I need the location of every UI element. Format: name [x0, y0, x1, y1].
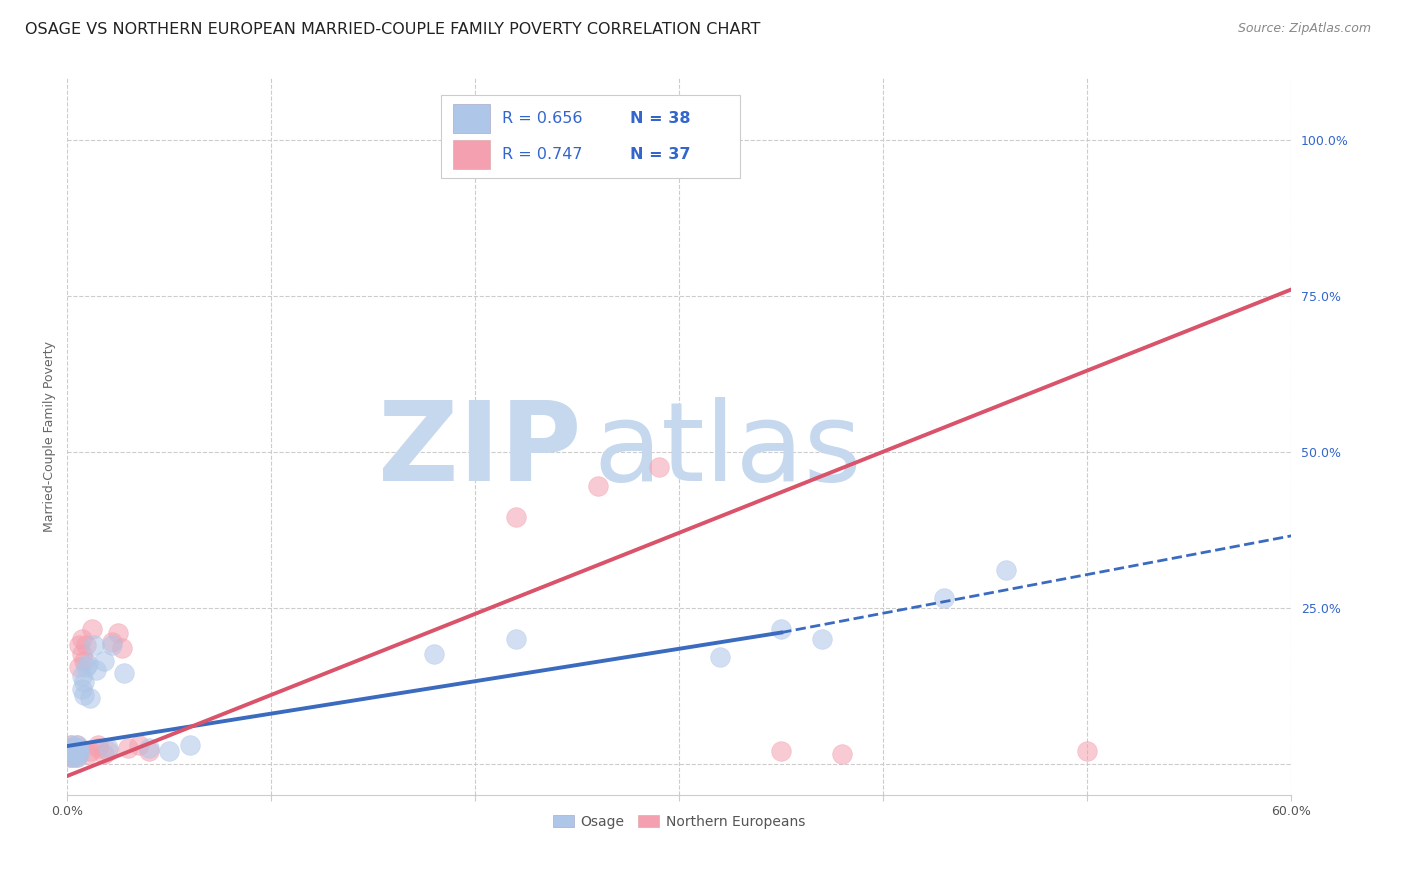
Point [70, 681, 93, 696]
Point [70, 669, 93, 683]
Point [76, 657, 98, 671]
FancyBboxPatch shape [440, 95, 741, 178]
Point [101, 638, 124, 652]
Point [138, 740, 160, 755]
Point [179, 738, 201, 752]
Point [709, 650, 731, 665]
Point [60, 750, 83, 764]
Point [65, 744, 87, 758]
Point [66, 738, 89, 752]
Point [72, 688, 94, 702]
Text: Source: ZipAtlas.com: Source: ZipAtlas.com [1237, 22, 1371, 36]
Point [60, 747, 83, 761]
Point [1076, 744, 1098, 758]
Point [80, 623, 103, 637]
Point [93, 654, 115, 668]
Point [79, 691, 101, 706]
Point [66, 744, 89, 758]
Point [69, 744, 91, 758]
Point [505, 632, 527, 646]
Text: N = 38: N = 38 [630, 111, 690, 126]
Point [58, 750, 80, 764]
Point [66, 750, 89, 764]
Point [586, 479, 609, 493]
Point [69, 660, 91, 674]
Point [62, 750, 84, 764]
Point [93, 747, 115, 761]
Point [70, 648, 93, 662]
Point [79, 744, 101, 758]
Point [62, 744, 84, 758]
Point [70, 632, 93, 646]
Point [770, 623, 793, 637]
Point [83, 638, 105, 652]
Y-axis label: Married-Couple Family Poverty: Married-Couple Family Poverty [44, 341, 56, 532]
Point [66, 750, 89, 764]
Point [62, 740, 84, 755]
Point [60, 738, 83, 752]
Point [69, 638, 91, 652]
Point [648, 460, 671, 475]
Point [69, 740, 91, 755]
Point [994, 563, 1017, 577]
Bar [453, 104, 489, 133]
Point [101, 635, 124, 649]
Point [423, 648, 446, 662]
Text: OSAGE VS NORTHERN EUROPEAN MARRIED-COUPLE FAMILY POVERTY CORRELATION CHART: OSAGE VS NORTHERN EUROPEAN MARRIED-COUPL… [25, 22, 761, 37]
Point [505, 510, 527, 524]
Point [66, 738, 89, 752]
Point [72, 675, 94, 690]
Point [111, 641, 134, 656]
Point [811, 632, 834, 646]
Point [128, 738, 150, 752]
Point [831, 747, 853, 761]
Point [58, 740, 80, 755]
Text: ZIP: ZIP [378, 397, 581, 504]
Point [75, 660, 97, 674]
Point [770, 744, 793, 758]
Point [65, 740, 87, 755]
Point [84, 663, 107, 677]
Point [107, 625, 129, 640]
Point [60, 738, 83, 752]
Point [87, 740, 110, 755]
Point [65, 740, 87, 755]
Point [58, 744, 80, 758]
Legend: Osage, Northern Europeans: Osage, Northern Europeans [547, 809, 811, 834]
Text: R = 0.747: R = 0.747 [502, 146, 582, 161]
Point [69, 747, 91, 761]
Point [65, 747, 87, 761]
Bar [453, 140, 489, 169]
Point [62, 744, 84, 758]
Point [97, 740, 120, 755]
Point [72, 654, 94, 668]
Point [157, 744, 180, 758]
Point [66, 740, 89, 755]
Text: atlas: atlas [593, 397, 862, 504]
Text: R = 0.656: R = 0.656 [502, 111, 582, 126]
Text: N = 37: N = 37 [630, 146, 690, 161]
Point [76, 747, 98, 761]
Point [117, 740, 139, 755]
Point [112, 666, 135, 681]
Point [97, 744, 120, 758]
Point [934, 591, 956, 606]
Point [75, 638, 97, 652]
Point [65, 747, 87, 761]
Point [87, 738, 110, 752]
Point [62, 750, 84, 764]
Point [138, 744, 160, 758]
